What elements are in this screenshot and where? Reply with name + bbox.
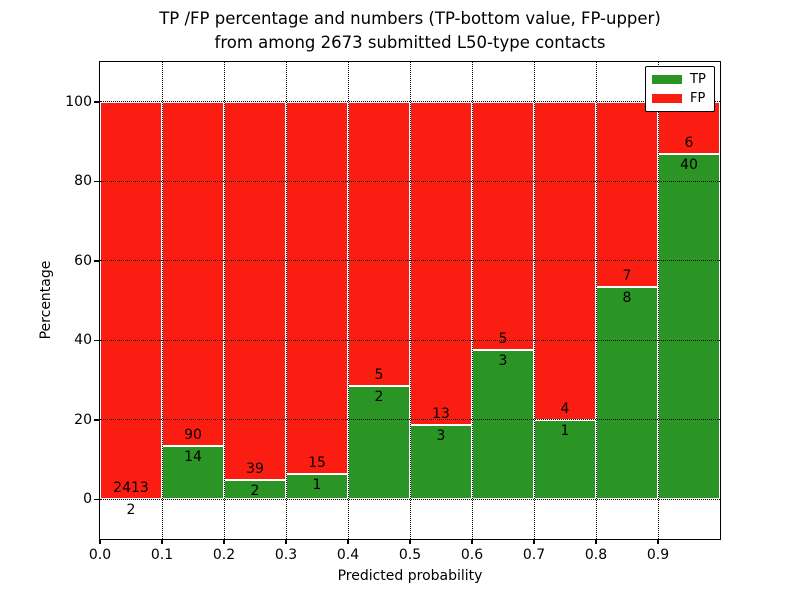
fp-count-label: 7 <box>622 268 632 285</box>
h-gridline <box>100 419 720 421</box>
fp-count-label: 4 <box>560 400 570 417</box>
legend-label-tp: TP <box>690 72 706 87</box>
tp-count-label: 2 <box>374 388 384 405</box>
fp-count-label: 5 <box>498 331 508 348</box>
x-tick-label: 0.2 <box>212 547 236 563</box>
x-axis-label: Predicted probability <box>337 568 483 584</box>
x-tick-label: 0.6 <box>460 547 484 563</box>
x-tick <box>533 539 535 544</box>
y-tick-label: 80 <box>74 173 92 190</box>
bar-fp-segment <box>472 101 534 351</box>
bar-fp-segment <box>224 101 286 480</box>
chart-title-line2: from among 2673 submitted L50-type conta… <box>214 32 606 52</box>
v-gridline <box>347 62 349 539</box>
bar-tp-segment <box>410 424 472 500</box>
tp-count-label: 1 <box>560 422 570 439</box>
y-tick <box>94 260 99 262</box>
legend-label-fp: FP <box>690 91 706 106</box>
v-gridline <box>223 62 225 539</box>
chart-title: TP /FP percentage and numbers (TP-bottom… <box>100 7 720 54</box>
tp-count-label: 40 <box>680 156 698 173</box>
legend-entry-tp: TP <box>652 72 710 87</box>
h-gridline <box>100 498 720 500</box>
x-tick <box>409 539 411 544</box>
tp-count-label: 2 <box>250 482 260 499</box>
legend-entry-fp: FP <box>652 91 710 106</box>
v-gridline <box>533 62 535 539</box>
x-tick-label: 0.4 <box>336 547 360 563</box>
fp-count-label: 5 <box>374 366 384 383</box>
h-gridline <box>100 180 720 182</box>
bar-fp-segment <box>100 101 162 499</box>
h-gridline <box>100 101 720 103</box>
tp-count-label: 8 <box>622 290 632 307</box>
fp-count-label: 15 <box>308 455 326 472</box>
x-tick <box>657 539 659 544</box>
y-tick <box>94 339 99 341</box>
bar-fp-segment <box>410 101 472 425</box>
v-gridline <box>595 62 597 539</box>
plot-area: 2413 2 90 14 39 2 15 1 5 2 13 3 5 3 4 1 7 8 6 40 0.0 0.1 0.2 0.… <box>65 61 721 563</box>
x-tick <box>161 539 163 544</box>
bar-tp-segment <box>348 385 410 500</box>
h-gridline <box>100 260 720 262</box>
x-tick-label: 0.7 <box>522 547 546 563</box>
x-tick-label: 0.5 <box>398 547 422 563</box>
y-tick <box>94 101 99 103</box>
v-gridline <box>657 62 659 539</box>
tp-count-label: 14 <box>184 448 202 465</box>
fp-count-label: 90 <box>184 426 202 443</box>
v-gridline <box>409 62 411 539</box>
y-tick <box>94 419 99 421</box>
x-tick-label: 0.9 <box>646 547 670 563</box>
fp-count-label: 39 <box>246 460 264 477</box>
legend-swatch-fp-icon <box>652 94 682 103</box>
y-tick-label: 40 <box>74 332 92 349</box>
legend: TP FP <box>645 66 715 112</box>
bar-tp-segment <box>286 474 348 500</box>
bar-fp-segment <box>348 101 410 386</box>
x-tick <box>347 539 349 544</box>
tp-count-label: 2 <box>126 501 136 518</box>
bar-fp-segment <box>596 101 658 288</box>
tp-count-label: 3 <box>498 353 508 370</box>
x-tick-label: 0.8 <box>584 547 608 563</box>
x-tick <box>595 539 597 544</box>
tp-count-label: 3 <box>436 427 446 444</box>
v-gridline <box>285 62 287 539</box>
fp-count-label: 13 <box>432 405 450 422</box>
bar-tp-segment <box>534 419 596 500</box>
bar-tp-segment <box>472 350 534 500</box>
x-tick <box>285 539 287 544</box>
x-tick-label: 0.1 <box>150 547 174 563</box>
y-tick-label: 100 <box>65 93 92 110</box>
bar-tp-segment <box>658 153 720 500</box>
x-tick <box>471 539 473 544</box>
y-tick <box>94 180 99 182</box>
x-tick-label: 0.0 <box>88 547 112 563</box>
tp-count-label: 1 <box>312 477 322 494</box>
v-gridline <box>161 62 163 539</box>
legend-swatch-tp-icon <box>652 75 682 84</box>
fp-count-label: 6 <box>684 134 694 151</box>
h-gridline <box>100 339 720 341</box>
x-tick <box>99 539 101 544</box>
chart-title-line1: TP /FP percentage and numbers (TP-bottom… <box>159 9 661 28</box>
y-tick-label: 20 <box>74 411 92 428</box>
y-tick-label: 0 <box>83 491 92 508</box>
y-axis-label: Percentage <box>38 260 54 340</box>
y-tick <box>94 498 99 500</box>
x-tick-label: 0.3 <box>274 547 298 563</box>
x-tick <box>223 539 225 544</box>
v-gridline <box>471 62 473 539</box>
fp-count-label: 2413 <box>113 479 149 496</box>
y-tick-label: 60 <box>74 252 92 269</box>
bar-tp-segment <box>596 287 658 500</box>
bar-fp-segment <box>162 101 224 446</box>
